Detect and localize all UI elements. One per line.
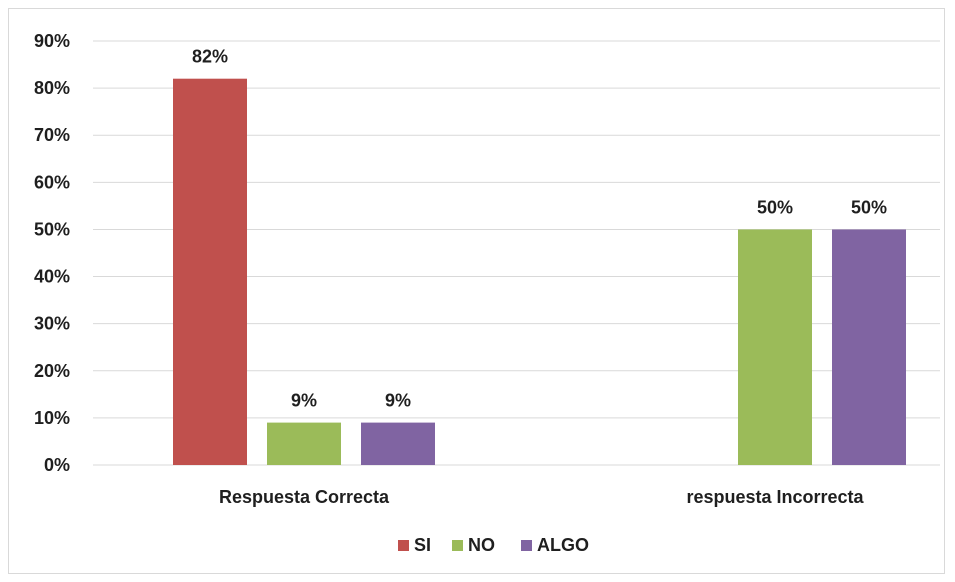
data-label-no-1: 9% [291,391,317,411]
category-label: Respuesta Correcta [219,487,390,507]
category-label: respuesta Incorrecta [686,487,864,507]
legend-swatch-no [452,540,463,551]
bar-no-1 [267,422,341,465]
y-tick-label: 0% [44,455,70,475]
legend-swatch-algo [521,540,532,551]
y-tick-label: 40% [34,267,70,287]
legend: SI NO ALGO [398,535,589,555]
bar-algo-1 [361,422,435,465]
legend-label-algo: ALGO [537,535,589,555]
y-tick-label: 30% [34,314,70,334]
y-tick-label: 20% [34,361,70,381]
legend-label-si: SI [414,535,431,555]
y-tick-label: 50% [34,219,70,239]
data-label-algo-2: 50% [851,197,887,217]
y-axis-tick-labels: 0% 10% 20% 30% 40% 50% 60% 70% 80% 90% [34,31,70,475]
data-label-si-1: 82% [192,47,228,67]
y-tick-label: 60% [34,172,70,192]
y-tick-label: 10% [34,408,70,428]
y-tick-label: 80% [34,78,70,98]
x-axis-category-labels: Respuesta Correcta respuesta Incorrecta [219,487,865,507]
legend-swatch-si [398,540,409,551]
y-tick-label: 70% [34,125,70,145]
bar-no-2 [738,229,812,465]
bars [173,78,906,465]
y-tick-label: 90% [34,31,70,51]
legend-label-no: NO [468,535,495,555]
bar-algo-2 [832,229,906,465]
bar-si-1 [173,78,247,465]
data-label-no-2: 50% [757,197,793,217]
data-labels: 82% 9% 9% 50% 50% [192,47,887,411]
data-label-algo-1: 9% [385,391,411,411]
